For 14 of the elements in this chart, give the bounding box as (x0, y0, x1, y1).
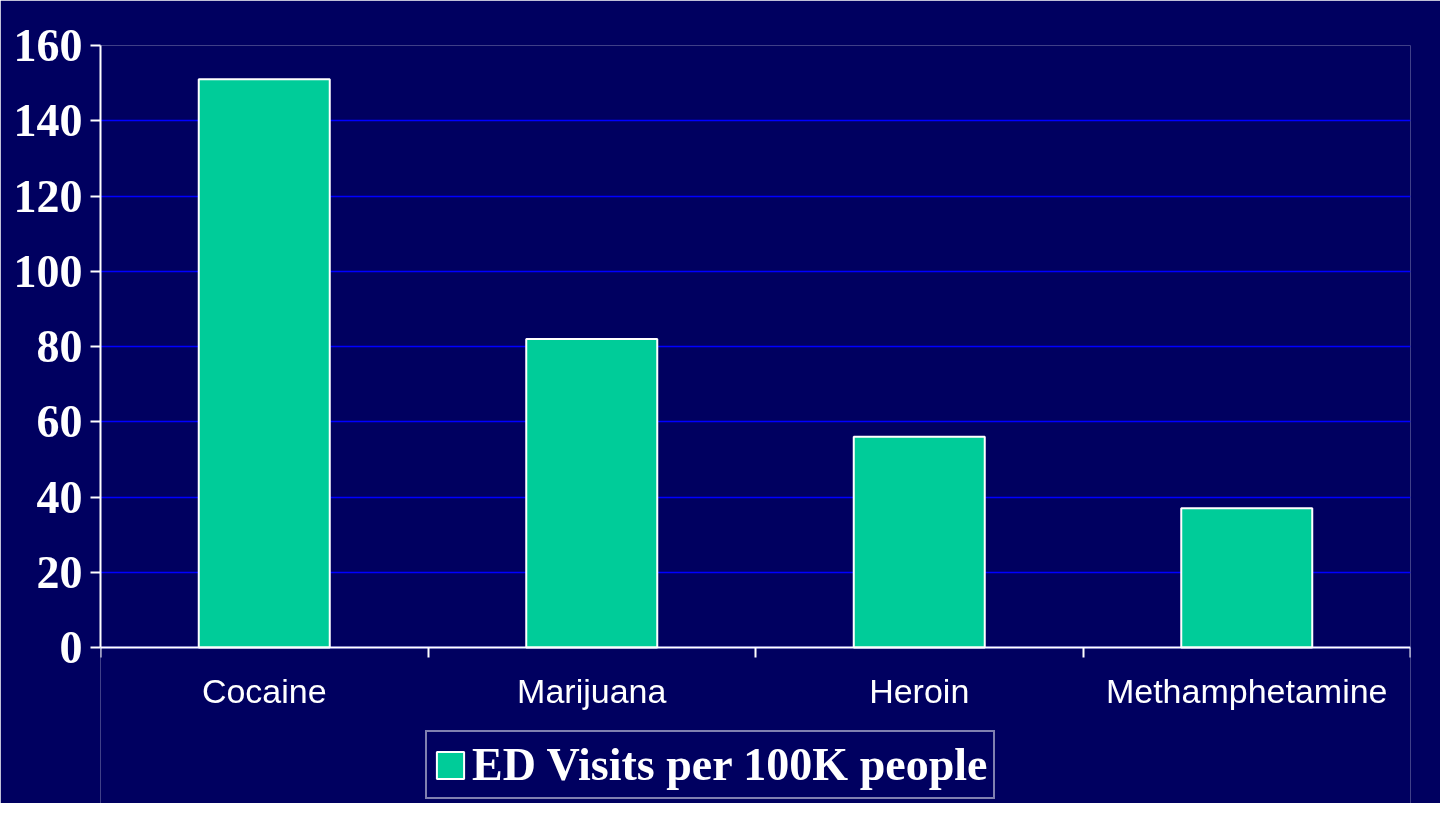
legend-label: ED Visits per 100K people (472, 738, 988, 791)
y-tick-label: 140 (13, 95, 83, 147)
x-tick-label: Marijuana (517, 671, 667, 710)
y-tick-label: 20 (36, 546, 83, 598)
x-tick-label: Heroin (869, 671, 970, 710)
y-tick-label: 160 (13, 20, 83, 71)
x-tick-label: Methamphetamine (1105, 671, 1388, 710)
y-tick-label: 100 (13, 245, 83, 297)
y-tick-label: 120 (13, 170, 83, 222)
y-tick-label: 0 (59, 622, 83, 673)
x-tick-label: Cocaine (201, 671, 327, 710)
y-tick-label: 40 (36, 471, 83, 523)
y-tick-label: 80 (36, 321, 83, 372)
y-tick-label: 60 (36, 396, 83, 448)
